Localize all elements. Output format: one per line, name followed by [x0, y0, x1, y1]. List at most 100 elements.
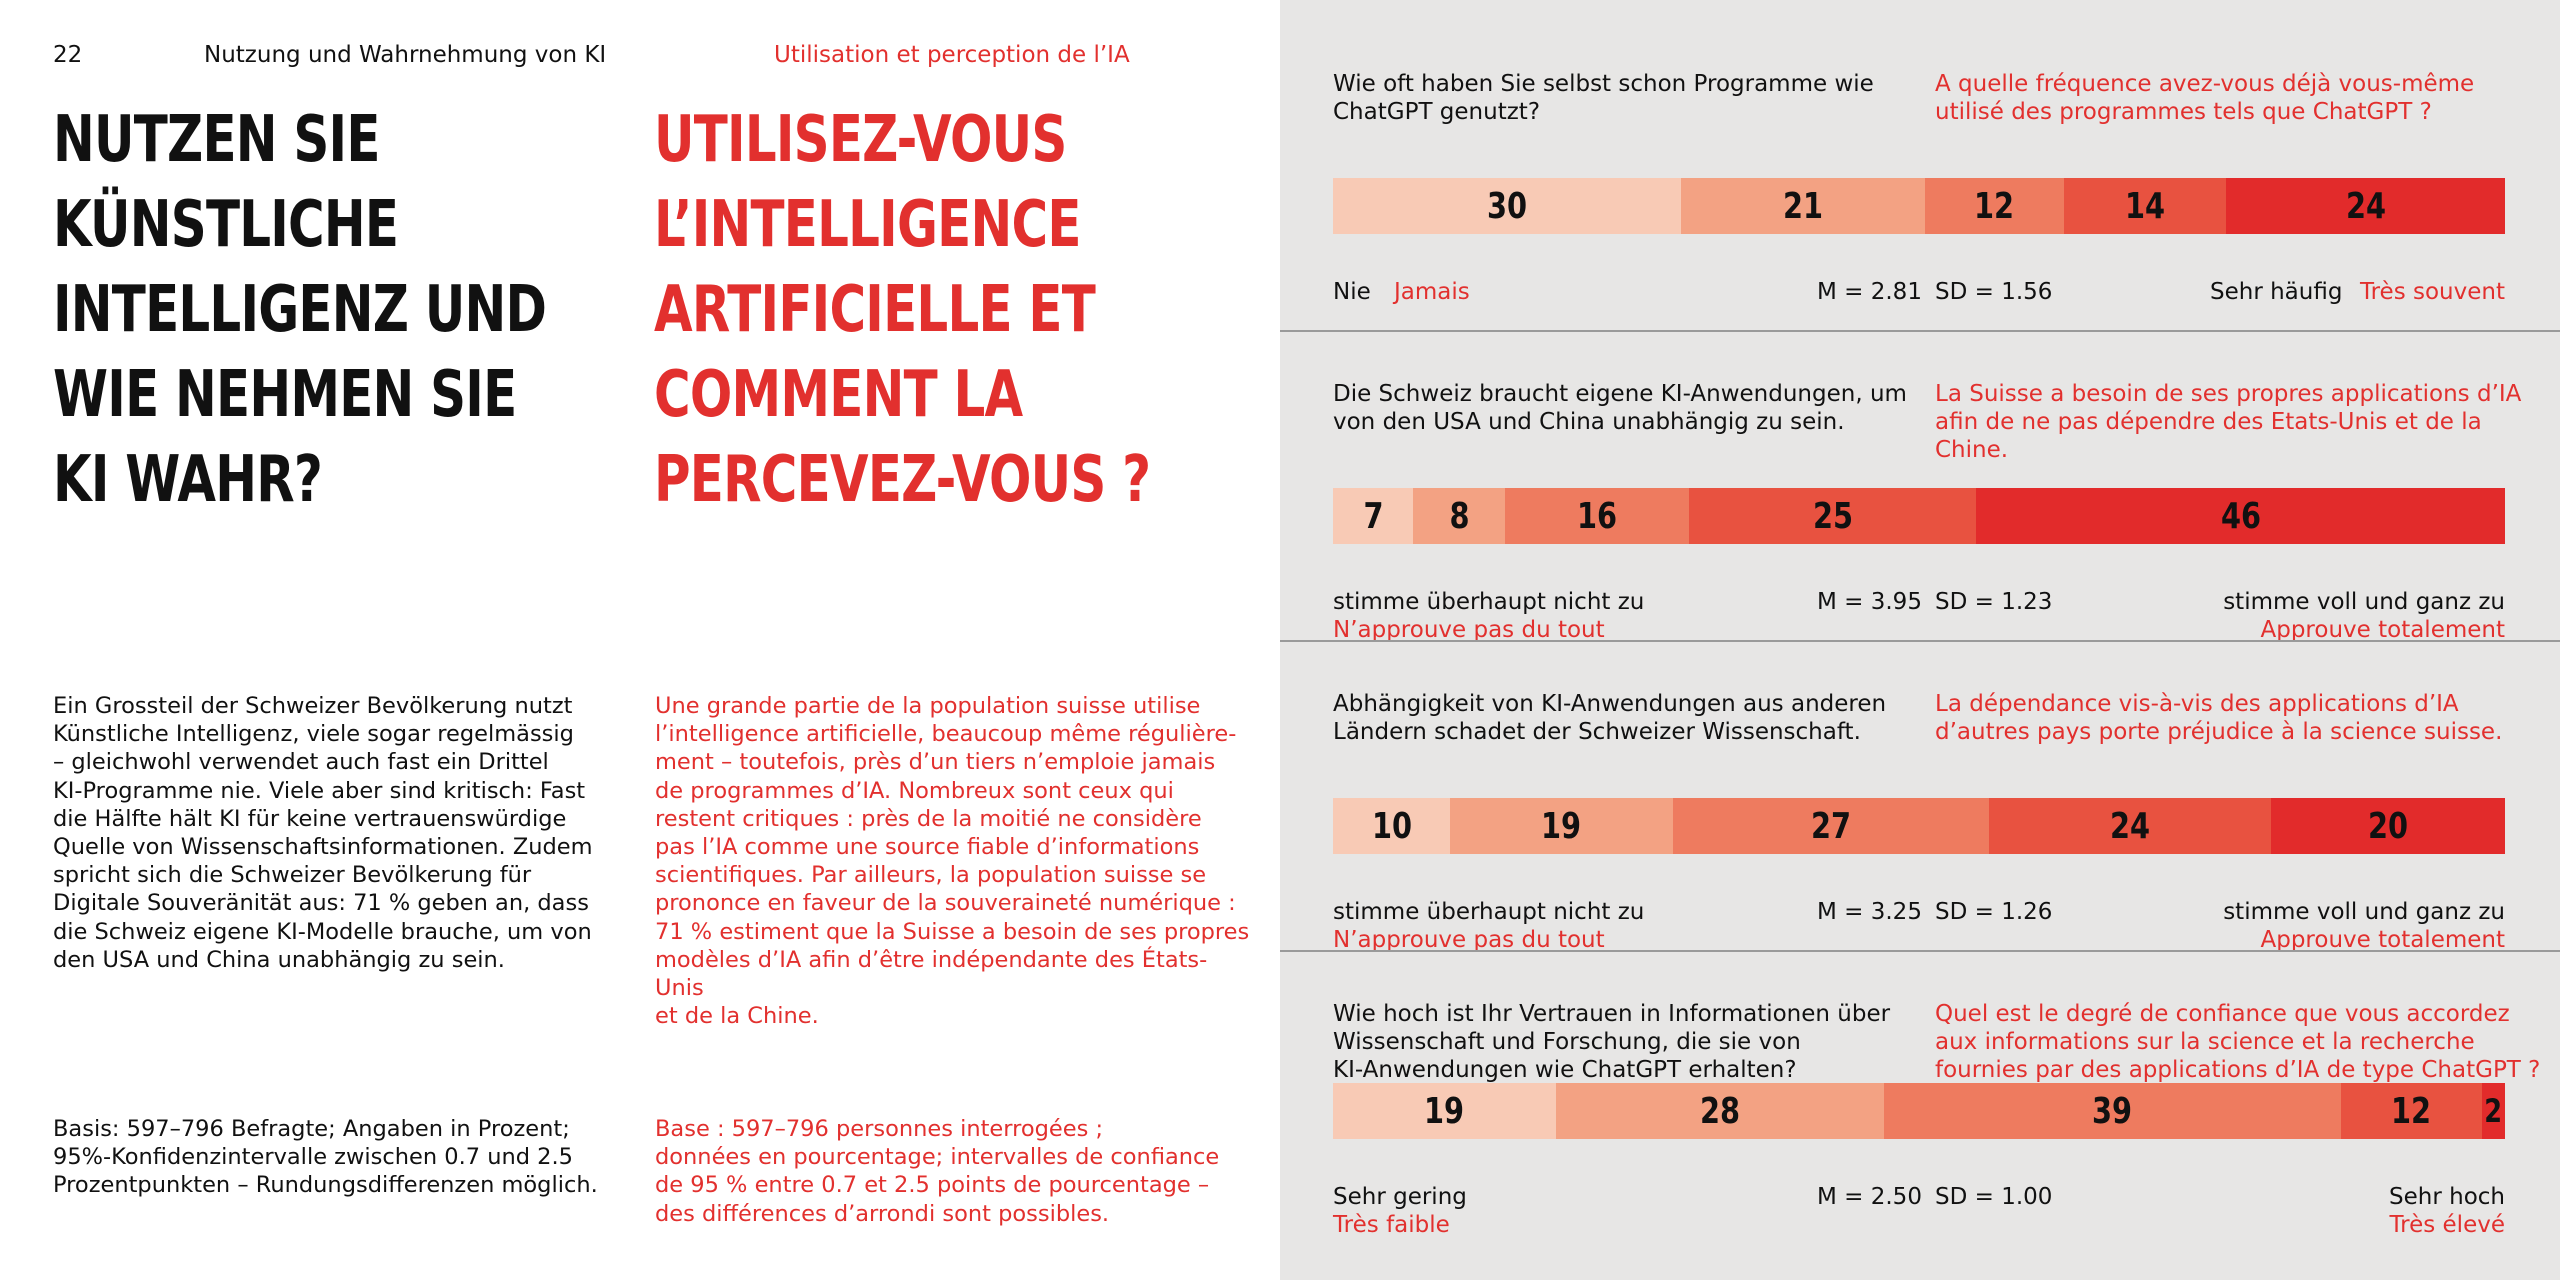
headline-line: künstliche: [53, 188, 399, 262]
question-fr-line: aux informations sur la science et la re…: [1935, 1029, 2475, 1055]
bar-value-label: 10: [1371, 805, 1412, 847]
bar-segment: 19: [1333, 1083, 1556, 1139]
body-line: restent critiques : près de la moitié ne…: [655, 805, 1202, 832]
body-line: Künstliche Intelligenz, viele sogar rege…: [53, 721, 574, 748]
bar-value-label: 21: [1782, 185, 1823, 227]
scale-high-label-fr: Approuve totalement: [2260, 927, 2506, 953]
scale-high-label-de: Sehr hoch: [2389, 1184, 2505, 1210]
bar-segment: 12: [2340, 1083, 2482, 1139]
stacked-bar: 19 28 39 12 2: [1333, 1083, 2505, 1139]
headline-line: Utilisez-vous: [654, 103, 1067, 177]
body-line: – gleichwohl verwendet auch fast ein Dri…: [53, 749, 549, 776]
bar-segment: 25: [1689, 488, 1977, 544]
body-line: prononce en faveur de la souveraineté nu…: [655, 890, 1236, 917]
bar-segment: 7: [1333, 488, 1414, 544]
body-line: scientifiques. Par ailleurs, la populati…: [655, 862, 1207, 889]
question-de-line: von den USA und China unabhängig zu sein…: [1333, 409, 1845, 435]
bar-value-label: 20: [2367, 805, 2408, 847]
basis-line: Prozentpunkten – Rundungsdifferenzen mög…: [53, 1172, 598, 1199]
headline-line: Nutzen Sie: [53, 103, 380, 177]
bar-segment: 8: [1413, 488, 1506, 544]
scale-low-label-fr: Très faible: [1333, 1212, 1450, 1238]
bar-value-label: 12: [2391, 1090, 2432, 1132]
question-fr-line: afin de ne pas dépendre des Etats-Unis e…: [1935, 409, 2482, 463]
bar-segment: 19: [1450, 798, 1673, 854]
scale-low-label-fr: N’approuve pas du tout: [1333, 927, 1605, 953]
question-fr-line: fournies par des applications d’IA de ty…: [1935, 1057, 2541, 1083]
bar-segment: 2: [2481, 1083, 2505, 1139]
body-line: 71 % estiment que la Suisse a besoin de …: [655, 918, 1250, 945]
scale-low-label-de: stimme überhaupt nicht zu: [1333, 899, 1645, 925]
scale-high-label-de: stimme voll und ganz zu: [2223, 899, 2505, 925]
question-de-line: Abhängigkeit von KI-Anwendungen aus ande…: [1333, 691, 1887, 717]
mean-value: M = 2.81: [1817, 279, 1922, 305]
bar-value-label: 8: [1449, 495, 1470, 537]
basis-line: de 95 % entre 0.7 et 2.5 points de pourc…: [655, 1172, 1210, 1199]
scale-low-label-fr: N’approuve pas du tout: [1333, 617, 1605, 643]
bar-value-label: 2: [2484, 1092, 2503, 1130]
section-divider: [1280, 330, 2560, 332]
basis-line: des différences d’arrondi sont possibles…: [655, 1200, 1110, 1227]
bar-value-label: 24: [2109, 805, 2150, 847]
scale-high-label-de: stimme voll und ganz zu: [2223, 589, 2505, 615]
body-line: Quelle von Wissenschaftsinformationen. Z…: [53, 834, 593, 861]
bar-segment: 24: [2226, 178, 2505, 234]
bar-value-label: 25: [1812, 495, 1853, 537]
bar-segment: 10: [1333, 798, 1451, 854]
body-line: spricht sich die Schweizer Bevölkerung f…: [53, 862, 532, 889]
section-divider: [1280, 950, 2560, 952]
body-line: die Hälfte hält KI für keine vertrauensw…: [53, 805, 567, 832]
scale-high-label-fr: Très élevé: [2389, 1212, 2505, 1238]
bar-segment: 16: [1505, 488, 1690, 544]
sd-value: SD = 1.23: [1935, 589, 2053, 615]
question-de-line: Die Schweiz braucht eigene KI-Anwendunge…: [1333, 381, 1907, 407]
body-line: pas l’IA comme une source fiable d’infor…: [655, 834, 1200, 861]
headline-line: KI wahr?: [53, 443, 323, 517]
scale-low-label-de: stimme überhaupt nicht zu: [1333, 589, 1645, 615]
headline-fr: Utilisez-vous l’intelligence artificielle …: [654, 98, 1151, 523]
headline-de: Nutzen Sie künstliche Intelligenz und wie n…: [53, 98, 547, 523]
bar-value-label: 19: [1424, 1090, 1465, 1132]
basis-note-fr: Base : 597–796 personnes interrogées ; do…: [655, 1115, 1235, 1228]
body-line: Digitale Souveränität aus: 71 % geben an…: [53, 890, 589, 917]
bar-value-label: 27: [1811, 805, 1852, 847]
bar-value-label: 39: [2092, 1090, 2133, 1132]
basis-note-de: Basis: 597–796 Befragte; Angaben in Proz…: [53, 1115, 633, 1200]
body-line: die Schweiz eigene KI-Modelle brauche, u…: [53, 918, 592, 945]
question-fr-line: d’autres pays porte préjudice à la scien…: [1935, 719, 2503, 745]
question-fr-line: utilisé des programmes tels que ChatGPT …: [1935, 99, 2432, 125]
bar-segment: 12: [1924, 178, 2065, 234]
question-de-line: ChatGPT genutzt?: [1333, 99, 1541, 125]
headline-line: comment la: [654, 358, 1023, 432]
body-line: et de la Chine.: [655, 1003, 819, 1030]
scale-high-label-fr: Très souvent: [2359, 279, 2505, 305]
question-de-line: Wissenschaft und Forschung, die sie von: [1333, 1029, 1801, 1055]
bar-value-label: 30: [1487, 185, 1528, 227]
section-divider: [1280, 640, 2560, 642]
body-line: KI-Programme nie. Viele aber sind kritis…: [53, 777, 586, 804]
headline-line: Intelligenz und: [53, 273, 547, 347]
bar-value-label: 14: [2125, 185, 2166, 227]
headline-line: artificielle et: [654, 273, 1096, 347]
bar-segment: 20: [2270, 798, 2505, 854]
bar-value-label: 24: [2345, 185, 2386, 227]
stacked-bar: 7 8 16 25 46: [1333, 488, 2505, 544]
section-title-de: Nutzung und Wahrnehmung von KI: [204, 42, 607, 68]
bar-segment: 21: [1681, 178, 1925, 234]
headline-line: wie nehmen Sie: [53, 358, 517, 432]
basis-line: Basis: 597–796 Befragte; Angaben in Proz…: [53, 1116, 570, 1142]
question-de-line: Ländern schadet der Schweizer Wissenscha…: [1333, 719, 1861, 745]
question-de-line: Wie hoch ist Ihr Vertrauen in Informatio…: [1333, 1001, 1891, 1027]
bar-value-label: 12: [1974, 185, 2015, 227]
bar-value-label: 16: [1577, 495, 1618, 537]
bar-segment: 46: [1976, 488, 2505, 544]
body-line: de programmes d’IA. Nombreux sont ceux q…: [655, 777, 1174, 804]
bar-segment: 14: [2064, 178, 2227, 234]
bar-segment: 24: [1989, 798, 2271, 854]
bar-value-label: 7: [1363, 495, 1384, 537]
section-title-fr: Utilisation et perception de l’IA: [774, 42, 1130, 68]
headline-line: l’intelligence: [654, 188, 1081, 262]
mean-value: M = 3.95: [1817, 589, 1922, 615]
question-fr-line: La dépendance vis-à-vis des applications…: [1935, 691, 2459, 717]
bar-value-label: 19: [1541, 805, 1582, 847]
